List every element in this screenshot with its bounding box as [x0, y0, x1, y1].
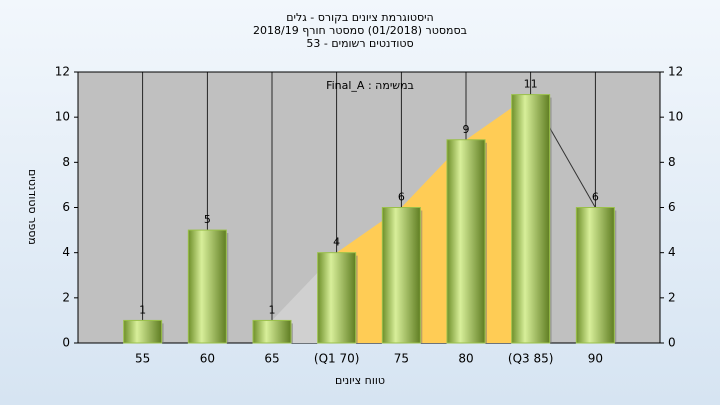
- chart-subtitle: בסמסטר (01/2018) סמסטר חורף 2018/19: [253, 24, 467, 37]
- y-tick-label: 2: [62, 290, 70, 304]
- bar: [187, 229, 227, 344]
- x-tick-label: 55: [135, 352, 150, 366]
- value-label: 1: [139, 303, 146, 316]
- x-tick-label: 80: [458, 352, 473, 366]
- y-tick-label: 6: [62, 200, 70, 214]
- x-tick-label: (Q3 85): [508, 352, 554, 366]
- x-tick-label: 90: [588, 352, 603, 366]
- bar: [381, 207, 421, 344]
- bar: [511, 94, 551, 344]
- y2-tick-label: 12: [668, 65, 683, 79]
- y2-tick-label: 2: [668, 290, 676, 304]
- x-tick-label: 75: [394, 352, 409, 366]
- bar: [446, 139, 486, 344]
- value-label: 4: [333, 236, 340, 249]
- value-label: 6: [592, 191, 599, 204]
- y-tick-label: 4: [62, 245, 70, 259]
- y-tick-label: 8: [62, 155, 70, 169]
- bar: [317, 252, 357, 344]
- y-tick-label: 10: [55, 110, 70, 124]
- bar: [252, 319, 292, 344]
- bar: [575, 207, 615, 344]
- x-tick-label: 60: [200, 352, 215, 366]
- y-tick-label: 0: [62, 336, 70, 350]
- y2-tick-label: 8: [668, 155, 676, 169]
- bar: [123, 319, 163, 344]
- value-label: 11: [524, 78, 538, 91]
- chart-subtitle: 53 - סטודנטים רשומים: [306, 37, 413, 50]
- y2-tick-label: 10: [668, 110, 683, 124]
- x-tick-label: 65: [264, 352, 279, 366]
- y2-tick-label: 6: [668, 200, 676, 214]
- value-label: 9: [463, 123, 470, 136]
- x-tick-label: (Q1 70): [314, 352, 360, 366]
- y-tick-label: 12: [55, 65, 70, 79]
- y2-tick-label: 0: [668, 336, 676, 350]
- y-axis-label: מספר סטודנטים: [26, 169, 39, 245]
- value-label: 6: [398, 191, 405, 204]
- value-label: 1: [269, 303, 276, 316]
- y2-tick-label: 4: [668, 245, 676, 259]
- x-axis-label: טווח ציונים: [335, 374, 385, 387]
- annotation: Final_A : במשימה: [326, 79, 414, 92]
- value-label: 5: [204, 213, 211, 226]
- chart-title: היסטוגרמת ציונים בקורס - גלים: [286, 11, 434, 24]
